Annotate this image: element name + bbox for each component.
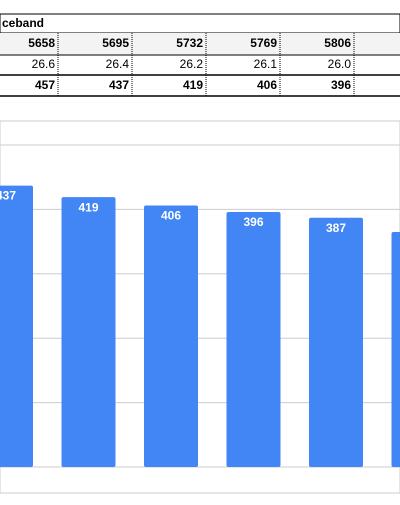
table-cell: 26.1 [254,57,278,71]
table-cell: 5806 [324,36,351,50]
table-cell: 419 [183,78,203,92]
table-header: ceband [2,16,44,30]
table-cell: 437 [109,78,129,92]
chart: 437 419 406 396 387 [0,144,400,468]
table-cell: 457 [35,78,55,92]
data-label: 406 [161,209,181,223]
table-cell: 26.6 [32,57,56,71]
data-label: 419 [78,200,98,214]
chart-frame [0,120,400,494]
bar [144,205,198,467]
header-row [0,13,400,34]
data-label: 437 [0,189,16,203]
table-cell: 5658 [28,36,55,50]
bar [309,217,363,467]
bar [226,211,281,467]
table-cell: 26.0 [328,57,352,71]
data-label: 396 [243,215,263,229]
table-cell: 5732 [176,36,203,50]
bar [0,185,33,467]
table-cell: 396 [331,78,351,92]
table-cell: 5695 [102,36,129,50]
table: ceband 56585695573257695806526.626.426.2… [0,13,400,97]
table-cell: 5769 [250,36,277,50]
bar [391,231,400,467]
bar [61,197,116,467]
data-label: 387 [326,221,346,235]
table-cell: 26.4 [106,57,130,71]
row-bg [0,33,400,55]
table-cell: 406 [257,78,277,92]
table-cell: 26.2 [180,57,204,71]
